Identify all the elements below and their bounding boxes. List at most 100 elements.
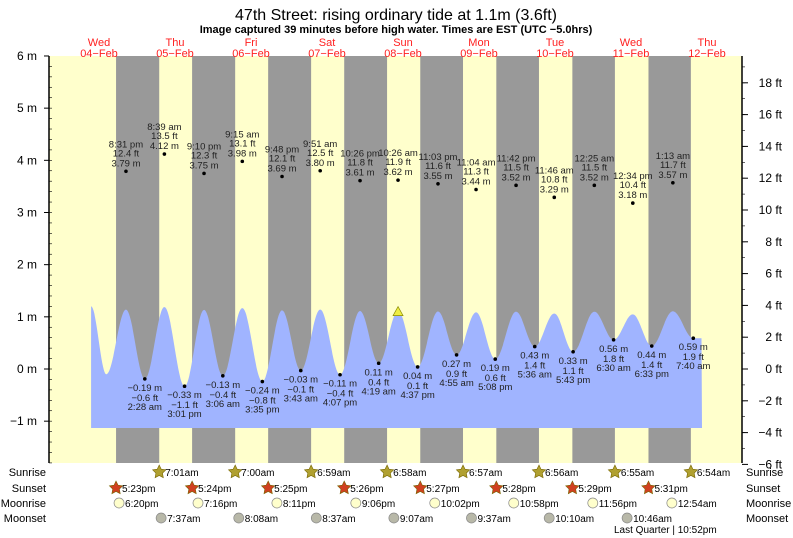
high-tide-feet: 10.8 ft xyxy=(541,174,568,185)
right-axis-tick-label: 18 ft xyxy=(759,76,783,90)
low-tide-point xyxy=(143,377,147,381)
moonset-time: 7:37am xyxy=(167,514,200,525)
sunset-time: 5:28pm xyxy=(502,484,535,495)
date-label: 10−Feb xyxy=(536,48,574,60)
right-axis-tick-label: 16 ft xyxy=(759,108,783,122)
sunset-time: 5:27pm xyxy=(426,484,459,495)
high-tide-point xyxy=(202,171,206,176)
high-tide-time: 10:26 pm xyxy=(340,149,380,160)
high-tide-point xyxy=(396,178,400,182)
low-tide-feet: 0.4 ft xyxy=(368,377,389,388)
high-tide-point xyxy=(358,178,362,183)
low-tide-point xyxy=(182,384,187,389)
day-of-week-label: Wed xyxy=(88,37,110,49)
low-tide-feet: 0.6 ft xyxy=(485,373,506,384)
high-tide-point xyxy=(162,152,167,156)
high-tide-time: 1:13 am xyxy=(656,151,690,162)
high-tide-meters: 3.75 m xyxy=(190,160,219,171)
date-label: 12−Feb xyxy=(688,48,726,60)
right-axis-tick-label: −2 ft xyxy=(758,394,782,408)
right-axis-tick-label: 2 ft xyxy=(765,330,782,344)
high-tide-feet: 12.1 ft xyxy=(269,153,296,164)
low-tide-point xyxy=(649,344,654,348)
sunset-star-icon xyxy=(336,480,352,495)
day-of-week-label: Fri xyxy=(245,37,258,49)
low-tide-point xyxy=(298,368,303,373)
sunrise-star-icon xyxy=(531,464,547,479)
sunrise-time: 6:57am xyxy=(469,468,502,479)
sunset-time: 5:31pm xyxy=(654,484,687,495)
left-axis-tick-label: 3 m xyxy=(17,205,37,219)
right-axis-tick-label: 8 ft xyxy=(765,235,782,249)
low-tide-meters: −0.13 m xyxy=(206,380,241,391)
high-tide-feet: 11.8 ft xyxy=(347,158,373,169)
low-tide-time: 5:08 pm xyxy=(478,382,512,393)
sunrise-row-label-right: Sunrise xyxy=(746,467,783,479)
low-tide-meters: 0.04 m xyxy=(403,371,432,382)
high-tide-feet: 11.7 ft xyxy=(660,160,686,171)
day-of-week-label: Thu xyxy=(166,37,185,49)
low-tide-feet: −0.6 ft xyxy=(131,393,158,404)
low-tide-meters: −0.33 m xyxy=(167,390,202,401)
left-axis-tick-label: 0 m xyxy=(17,362,37,376)
high-tide-meters: 4.12 m xyxy=(150,141,179,152)
high-tide-feet: 13.1 ft xyxy=(229,138,256,149)
high-tide-meters: 3.52 m xyxy=(580,172,609,183)
sunrise-star-icon xyxy=(607,464,623,479)
date-label: 04−Feb xyxy=(80,48,118,60)
high-tide-meters: 3.52 m xyxy=(502,172,531,183)
sunrise-row-label-left: Sunrise xyxy=(9,467,46,479)
left-axis-tick-label: 6 m xyxy=(17,49,37,63)
low-tide-time: 3:43 am xyxy=(284,394,318,405)
moonset-row-label-right: Moonset xyxy=(746,513,788,525)
moonrise-moon-icon xyxy=(429,497,441,509)
low-tide-time: 7:40 am xyxy=(676,361,710,372)
right-axis-tick-label: 12 ft xyxy=(759,171,783,185)
sunset-time: 5:29pm xyxy=(578,484,611,495)
high-tide-meters: 3.79 m xyxy=(111,158,140,169)
high-tide-feet: 11.3 ft xyxy=(463,167,489,178)
low-tide-feet: 1.1 ft xyxy=(563,366,584,377)
high-tide-time: 12:34 pm xyxy=(613,171,653,182)
left-axis-tick-label: 4 m xyxy=(17,153,37,167)
high-tide-point xyxy=(318,168,322,173)
sunrise-star-icon xyxy=(151,464,167,479)
high-tide-meters: 3.98 m xyxy=(228,148,257,159)
date-label: 08−Feb xyxy=(384,48,422,60)
low-tide-point xyxy=(338,372,342,377)
high-tide-feet: 12.3 ft xyxy=(191,150,218,161)
moonset-time: 9:37am xyxy=(477,514,510,525)
high-tide-feet: 11.5 ft xyxy=(581,162,607,173)
high-tide-point xyxy=(671,180,675,185)
high-tide-meters: 3.80 m xyxy=(306,158,335,169)
high-tide-meters: 3.18 m xyxy=(618,190,647,201)
low-tide-meters: 0.11 m xyxy=(365,367,393,378)
moonrise-time: 9:06pm xyxy=(362,499,395,510)
low-tide-meters: 0.19 m xyxy=(481,363,510,374)
sunrise-star-icon xyxy=(227,464,243,479)
day-of-week-label: Mon xyxy=(468,37,489,49)
day-of-week-label: Wed xyxy=(620,37,642,49)
moonrise-time: 7:16pm xyxy=(204,499,237,510)
high-tide-feet: 11.6 ft xyxy=(425,161,451,172)
left-axis-tick-label: 2 m xyxy=(17,258,37,272)
moonset-time: 8:08am xyxy=(245,514,278,525)
day-labels: Wed04−FebThu05−FebFri06−FebSat07−FebSun0… xyxy=(80,37,726,60)
low-tide-time: 3:01 pm xyxy=(167,409,201,420)
low-tide-point xyxy=(493,357,498,361)
moonset-moon-icon xyxy=(155,512,167,524)
moonrise-moon-icon xyxy=(508,497,520,509)
moon-phase-label: Last Quarter | 10:52pm xyxy=(614,525,717,536)
moonrise-moon-icon xyxy=(587,497,599,509)
low-tide-meters: 0.44 m xyxy=(637,350,666,361)
day-of-week-label: Sun xyxy=(393,37,413,49)
high-tide-time: 9:51 am xyxy=(303,139,337,150)
axes: 6 m 5 m 4 m 3 m 2 m 1 m 0 m −1 m 18 ft 16 ft 14 ft… xyxy=(10,49,783,471)
sunset-star-icon xyxy=(412,480,428,495)
low-tide-time: 3:06 am xyxy=(206,399,240,410)
low-tide-feet: −0.8 ft xyxy=(249,396,276,407)
high-tide-feet: 13.5 ft xyxy=(151,131,178,142)
high-tide-time: 11:03 pm xyxy=(419,152,458,163)
sunrise-star-icon xyxy=(455,464,471,479)
high-tide-meters: 3.44 m xyxy=(462,177,491,188)
